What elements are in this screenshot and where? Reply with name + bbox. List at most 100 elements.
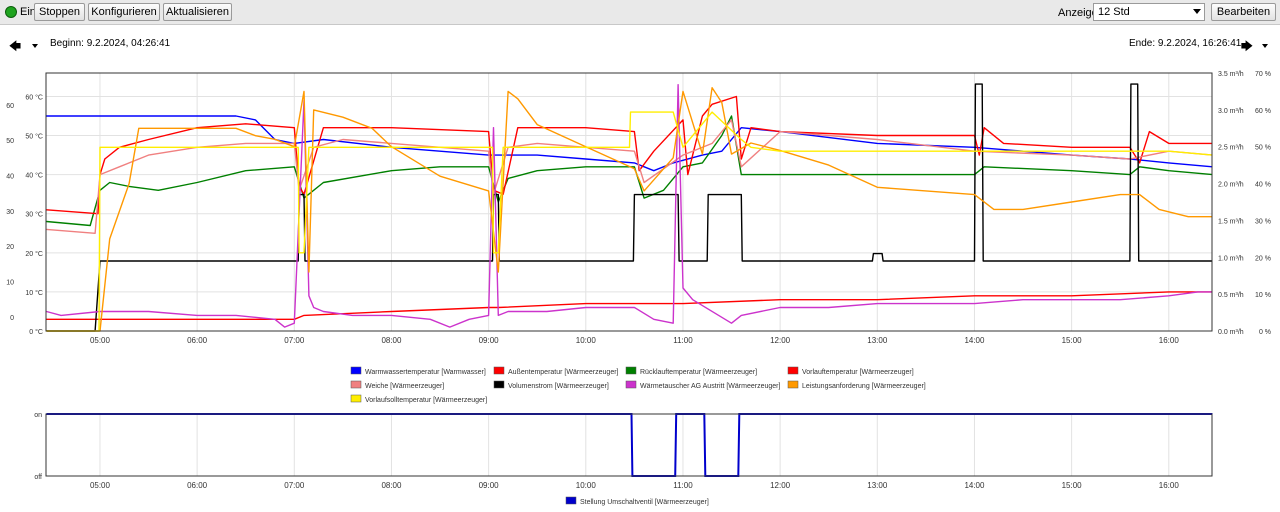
y-tick-label-num: 0 (10, 315, 14, 322)
plot-frame (45, 72, 1213, 332)
status-label: Ein (20, 6, 36, 18)
y-tick-label-num: 20 (6, 244, 14, 251)
y-tick-label-pct: 10 % (1255, 292, 1271, 299)
range-select-value: 12 Std (1098, 6, 1130, 18)
y-tick-label-flow: 2.0 m³/h (1218, 182, 1244, 189)
arrow-left-icon[interactable]: 🡄 (8, 39, 22, 53)
series-line-5 (46, 83, 1213, 332)
y-tick-label-flow: 0.5 m³/h (1218, 292, 1244, 299)
y-tick-label-flow: 0.0 m³/h (1218, 329, 1244, 336)
legend-swatch (350, 394, 362, 403)
main-chart: 05:00 06:00 07:00 08:00 09:00 10:00 11:00 12:00… (6, 71, 1271, 345)
x-tick-label: 12:00 (770, 481, 791, 490)
y-tick-label-num: 30 (6, 209, 14, 216)
x-tick-label: 06:00 (187, 336, 208, 345)
refresh-button[interactable]: Aktualisieren (163, 3, 232, 21)
y-tick-label: off (34, 474, 42, 481)
series-line-valve-0 (46, 413, 1213, 477)
y-tick-label-temp: 30 °C (25, 211, 43, 219)
legend-swatch (787, 380, 799, 389)
legend-swatch (625, 366, 637, 375)
series-line-2 (46, 115, 1213, 227)
y-tick-label-pct: 50 % (1255, 145, 1271, 152)
legend-label: Vorlauftemperatur [Wärmeerzeuger] (802, 369, 914, 376)
y-tick-label-pct: 0 % (1259, 329, 1271, 336)
y-tick-label-pct: 70 % (1255, 71, 1271, 78)
x-tick-label: 15:00 (1062, 336, 1083, 345)
configure-button[interactable]: Konfigurieren (88, 3, 160, 21)
legend-label: Weiche [Wärmeerzeuger] (365, 383, 444, 390)
y-tick-label-pct: 30 % (1255, 218, 1271, 225)
valve-chart: 05:00 06:00 07:00 08:00 09:00 10:00 11:00 12:00… (34, 412, 1213, 490)
x-tick-label: 13:00 (867, 336, 888, 345)
x-tick-label: 08:00 (381, 336, 402, 345)
legend-label: Leistungsanforderung [Wärmeerzeuger] (802, 383, 926, 390)
range-select[interactable]: 12 Std (1093, 3, 1205, 21)
legend-swatch (787, 366, 799, 375)
legend-swatch (350, 366, 362, 375)
y-tick-label-flow: 2.5 m³/h (1218, 145, 1244, 152)
chevron-down-icon (1193, 9, 1201, 14)
y-tick-label-flow: 3.5 m³/h (1218, 71, 1244, 78)
x-tick-label: 11:00 (673, 336, 693, 345)
y-tick-label-num: 10 (6, 280, 14, 287)
x-tick-label: 05:00 (90, 336, 111, 345)
legend-label: Stellung Umschaltventil [Wärmeerzeuger] (580, 499, 709, 506)
plot-frame (45, 413, 1213, 477)
x-tick-label: 07:00 (284, 336, 305, 345)
y-tick-label-temp: 50 °C (25, 133, 43, 141)
series-line-1 (46, 291, 1213, 320)
x-tick-label: 15:00 (1062, 481, 1083, 490)
stop-button[interactable]: Stoppen (34, 3, 85, 21)
y-tick-label-temp: 60 °C (25, 93, 43, 101)
x-tick-label: 10:00 (576, 481, 597, 490)
y-tick-label-flow: 3.0 m³/h (1218, 108, 1244, 115)
legend-label: Warmwassertemperatur [Warmwasser] (365, 369, 486, 376)
y-tick-label-temp: 20 °C (25, 250, 43, 258)
y-tick-label-flow: 1.0 m³/h (1218, 255, 1244, 262)
caret-down-icon[interactable] (1262, 44, 1268, 48)
legend-label: Vorlaufsolltemperatur [Wärmeerzeuger] (365, 397, 487, 404)
status-indicator-icon (5, 6, 17, 18)
legend-swatch (350, 380, 362, 389)
x-tick-label: 05:00 (90, 481, 111, 490)
x-tick-label: 09:00 (479, 481, 500, 490)
begin-label: Beginn: 9.2.2024, 04:26:41 (50, 38, 171, 49)
legend-swatch (493, 366, 505, 375)
legend-label: Volumenstrom [Wärmeerzeuger] (508, 383, 609, 390)
x-tick-label: 14:00 (964, 481, 985, 490)
x-tick-label: 16:00 (1159, 481, 1180, 490)
valve-legend: Stellung Umschaltventil [Wärmeerzeuger] (565, 496, 709, 506)
x-tick-label: 12:00 (770, 336, 791, 345)
x-tick-label: 13:00 (867, 481, 888, 490)
x-tick-label: 06:00 (187, 481, 208, 490)
main-legend: Warmwassertemperatur [Warmwasser] Außente… (350, 366, 926, 404)
x-tick-label: 07:00 (284, 481, 305, 490)
x-tick-label: 16:00 (1159, 336, 1180, 345)
legend-swatch (565, 496, 577, 505)
series-line-4 (46, 119, 1213, 235)
y-tick-label-pct: 20 % (1255, 255, 1271, 262)
caret-down-icon[interactable] (32, 44, 38, 48)
y-tick-label: on (34, 412, 42, 419)
arrow-right-icon[interactable]: 🡆 (1240, 39, 1254, 53)
end-label: Ende: 9.2.2024, 16:26:41 (1129, 38, 1242, 49)
legend-label: Rücklauftemperatur [Wärmeerzeuger] (640, 369, 757, 376)
y-tick-label-temp: 0 °C (29, 328, 43, 336)
y-tick-label-temp: 10 °C (25, 289, 43, 297)
range-label: Anzeige (1058, 7, 1098, 19)
y-tick-label-pct: 60 % (1255, 108, 1271, 115)
edit-button[interactable]: Bearbeiten (1211, 3, 1276, 21)
series-line-0 (46, 115, 1213, 172)
series-line-6 (46, 83, 1213, 328)
toolbar: Ein Stoppen Konfigurieren Aktualisieren … (0, 0, 1280, 25)
y-tick-label-num: 50 (6, 138, 14, 145)
series-line-3 (46, 95, 1213, 215)
legend-swatch (493, 380, 505, 389)
x-tick-label: 10:00 (576, 336, 597, 345)
legend-label: Wärmetauscher AG Austritt [Wärmeerzeuger… (640, 383, 780, 390)
series-line-8 (46, 111, 1213, 332)
x-tick-label: 08:00 (381, 481, 402, 490)
y-tick-label-pct: 40 % (1255, 182, 1271, 189)
